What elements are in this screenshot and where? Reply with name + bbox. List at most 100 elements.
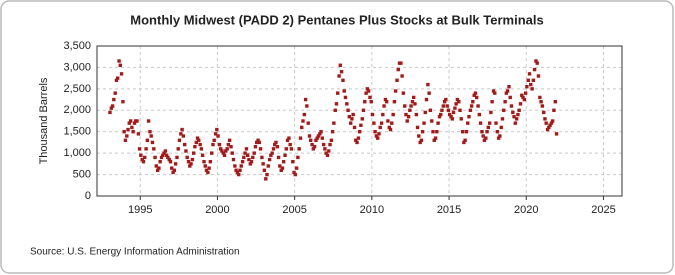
data-point xyxy=(382,104,386,108)
data-point xyxy=(522,97,527,102)
data-point xyxy=(472,93,476,97)
x-tick-label: 2000 xyxy=(205,204,229,216)
data-point xyxy=(343,95,348,100)
data-point xyxy=(378,125,382,130)
data-point xyxy=(270,151,274,155)
data-point xyxy=(469,104,474,108)
source-note: Source: U.S. Energy Information Administ… xyxy=(30,247,240,258)
x-tick-label: 2020 xyxy=(514,204,538,216)
data-point xyxy=(186,160,191,164)
data-point xyxy=(162,151,166,155)
data-point xyxy=(440,108,444,112)
data-point xyxy=(184,149,188,153)
data-point xyxy=(333,108,337,112)
data-point xyxy=(468,108,473,112)
data-point xyxy=(347,115,352,119)
data-point xyxy=(408,108,412,112)
data-point xyxy=(220,149,224,153)
data-point xyxy=(128,119,133,123)
data-point xyxy=(274,140,278,145)
data-point xyxy=(230,151,234,155)
data-point xyxy=(193,145,197,149)
data-point xyxy=(552,108,556,112)
data-point xyxy=(262,168,267,172)
data-point xyxy=(401,91,406,95)
data-point xyxy=(316,134,321,138)
data-point xyxy=(204,168,209,172)
data-point xyxy=(450,117,455,121)
data-point xyxy=(454,102,458,106)
data-point xyxy=(243,151,247,155)
data-point xyxy=(189,162,193,166)
data-point xyxy=(244,147,249,151)
data-point xyxy=(540,104,545,108)
data-point xyxy=(366,89,371,93)
data-point xyxy=(393,89,398,93)
data-point xyxy=(140,157,144,162)
data-point xyxy=(426,82,430,87)
data-point xyxy=(320,136,324,140)
data-point xyxy=(436,121,440,125)
data-point xyxy=(478,121,483,125)
data-point xyxy=(339,70,344,74)
data-point xyxy=(115,76,120,80)
data-point xyxy=(444,97,448,102)
data-point xyxy=(388,127,393,132)
data-point xyxy=(155,168,160,172)
data-point xyxy=(539,100,543,104)
data-point xyxy=(495,130,500,134)
data-point xyxy=(360,117,364,121)
data-point xyxy=(240,160,245,164)
data-point xyxy=(464,130,469,134)
data-point xyxy=(191,151,196,155)
data-point xyxy=(547,125,551,130)
data-point xyxy=(306,121,310,125)
y-tick-label: 1,500 xyxy=(63,126,91,138)
data-point xyxy=(352,125,357,130)
data-point xyxy=(273,142,277,147)
chart-title: Monthly Midwest (PADD 2) Pentanes Plus S… xyxy=(130,12,543,27)
data-point xyxy=(212,138,216,142)
data-point xyxy=(419,138,424,142)
data-point xyxy=(314,138,318,142)
data-point xyxy=(406,115,411,119)
data-point xyxy=(332,121,336,125)
data-point xyxy=(532,67,537,72)
data-point xyxy=(139,153,143,157)
data-point xyxy=(114,78,119,82)
data-point xyxy=(512,115,516,119)
data-point xyxy=(226,142,231,147)
data-point xyxy=(447,112,452,117)
data-point xyxy=(221,151,226,155)
y-tick-label: 500 xyxy=(73,168,91,180)
data-point xyxy=(231,157,236,162)
data-point xyxy=(141,160,146,164)
data-point xyxy=(487,121,492,125)
data-point xyxy=(269,153,273,157)
data-point xyxy=(422,121,426,125)
data-point xyxy=(553,100,557,104)
data-point xyxy=(154,164,158,168)
data-point xyxy=(520,93,524,97)
data-point xyxy=(202,160,206,164)
data-point xyxy=(424,97,429,102)
data-point xyxy=(150,140,155,145)
data-point xyxy=(261,162,265,166)
data-point xyxy=(185,155,189,160)
data-point xyxy=(446,108,451,112)
data-point xyxy=(258,147,263,151)
data-point xyxy=(190,157,195,162)
data-point xyxy=(198,142,202,147)
data-point xyxy=(239,164,243,168)
x-tick-label: 1995 xyxy=(128,204,152,216)
data-point xyxy=(458,108,462,112)
data-point xyxy=(183,142,187,147)
data-point xyxy=(337,74,341,78)
data-point xyxy=(395,78,399,82)
data-point xyxy=(173,162,178,166)
data-point xyxy=(176,147,180,151)
data-point xyxy=(217,142,222,147)
data-point xyxy=(535,61,539,65)
y-tick-label: 1,000 xyxy=(63,147,91,159)
